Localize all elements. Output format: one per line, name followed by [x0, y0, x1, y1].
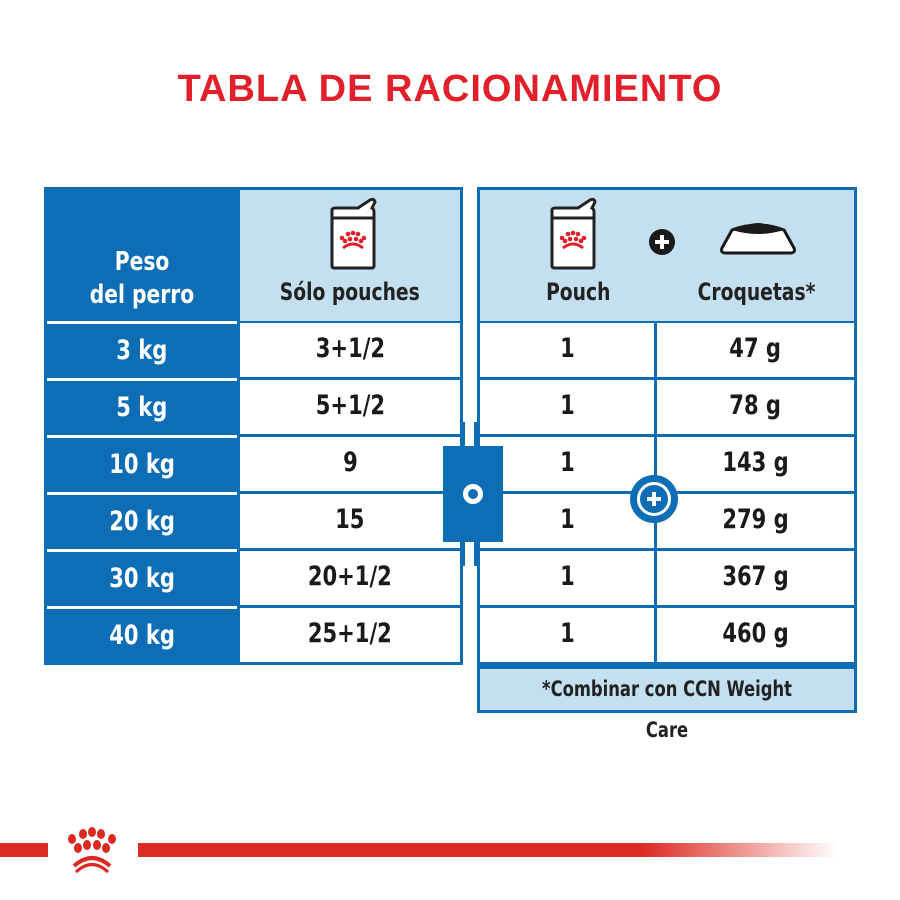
- table-row: 1 78 g: [480, 378, 854, 434]
- pouch-icon: [550, 197, 597, 270]
- bowl-icon: [720, 223, 796, 255]
- footer-line-right: [138, 843, 838, 857]
- or-connector: [443, 446, 503, 542]
- pouches-cell: 5+1/2: [315, 390, 385, 421]
- kibble-cell: 78 g: [729, 390, 782, 421]
- header-pouches-only: Sólo pouches: [240, 190, 460, 321]
- table-row: 3 kg 3+1/2: [47, 321, 460, 377]
- pouch-cell: 1: [559, 390, 575, 421]
- pouch-plus-kibble-table: Pouch Croquetas* 1 47 g 1 78 g 1 143 g 1…: [477, 187, 857, 742]
- pouch-cell: 1: [559, 561, 575, 592]
- header-pouch-label: Pouch: [545, 278, 611, 306]
- header-pouches-label: Sólo pouches: [279, 278, 420, 306]
- weight-cell: 30 kg: [109, 563, 175, 594]
- header-dog-weight: Peso del perro: [47, 190, 237, 323]
- pouches-cell: 3+1/2: [315, 333, 385, 364]
- plus-circle-icon: [630, 475, 678, 523]
- page-title: TABLA DE RACIONAMIENTO: [177, 68, 723, 110]
- pouches-cell: 20+1/2: [308, 561, 392, 592]
- footnote-text: *Combinar con CCN Weight Care: [542, 677, 792, 742]
- header-pouch-plus-kibble: Pouch Croquetas*: [480, 190, 854, 321]
- circle-o-icon: [463, 484, 483, 504]
- kibble-cell: 367 g: [722, 561, 789, 592]
- kibble-cell: 47 g: [729, 333, 782, 364]
- weight-cell: 20 kg: [109, 506, 175, 537]
- table-row: 30 kg 20+1/2: [47, 549, 460, 605]
- header-weight-line1: Peso: [114, 247, 170, 277]
- plus-icon: [649, 229, 675, 255]
- connector-bar-bottom: [462, 542, 477, 566]
- royal-crown-icon: [68, 827, 116, 874]
- pouches-cell: 9: [342, 447, 358, 478]
- pouches-cell: 25+1/2: [308, 618, 392, 649]
- kibble-cell: 460 g: [722, 618, 789, 649]
- pouch-cell: 1: [559, 333, 575, 364]
- header-weight-line2: del perro: [89, 280, 195, 310]
- table-row: 20 kg 15: [47, 492, 460, 548]
- table-row: 10 kg 9: [47, 435, 460, 491]
- table-row: 1 367 g: [480, 549, 854, 605]
- pouch-icon: [330, 197, 377, 270]
- pouches-only-table: Peso del perro Sólo pouches 3 kg 3+1/2 5…: [44, 187, 463, 665]
- connector-bar-top: [462, 422, 477, 446]
- footer-line-left: [0, 843, 48, 857]
- weight-cell: 3 kg: [116, 335, 168, 366]
- table-row: 1 460 g: [480, 606, 854, 662]
- table-row: 1 143 g: [480, 435, 854, 491]
- kibble-cell: 143 g: [722, 447, 789, 478]
- pouch-cell: 1: [559, 618, 575, 649]
- table-row: 40 kg 25+1/2: [47, 606, 460, 662]
- weight-cell: 40 kg: [109, 620, 175, 651]
- pouch-cell: 1: [559, 447, 575, 478]
- table-row: 1 47 g: [480, 321, 854, 377]
- weight-cell: 10 kg: [109, 449, 175, 480]
- footnote: *Combinar con CCN Weight Care: [480, 669, 854, 742]
- pouches-cell: 15: [335, 504, 365, 535]
- table-row: 1 279 g: [480, 492, 854, 548]
- header-kibble-label: Croquetas*: [697, 278, 815, 306]
- kibble-cell: 279 g: [722, 504, 789, 535]
- weight-cell: 5 kg: [116, 392, 168, 423]
- pouch-cell: 1: [559, 504, 575, 535]
- table-row: 5 kg 5+1/2: [47, 378, 460, 434]
